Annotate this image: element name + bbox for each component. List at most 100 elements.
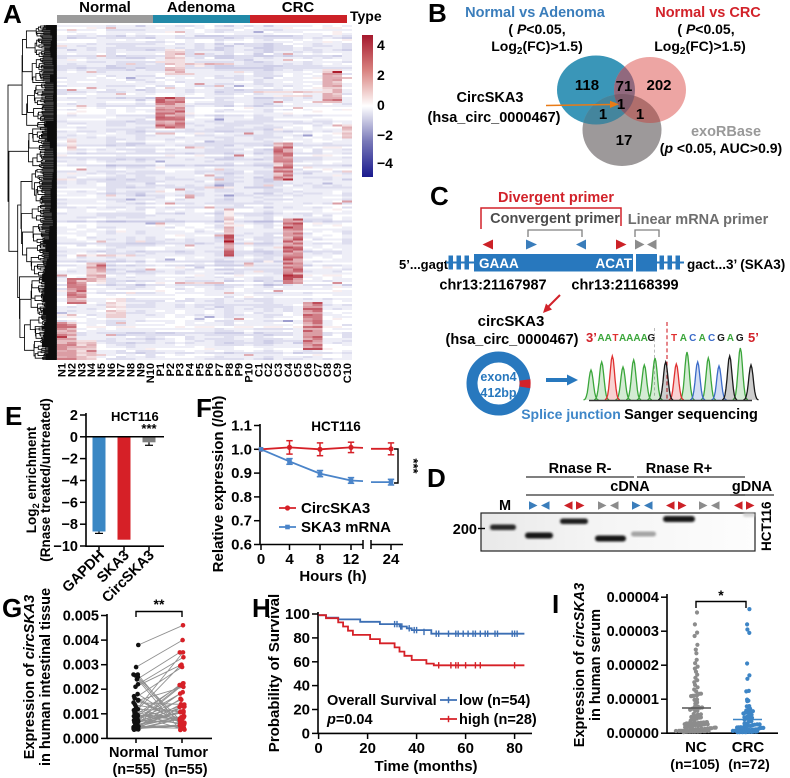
svg-text:−4: −4 xyxy=(61,474,78,490)
svg-text:80: 80 xyxy=(506,740,523,757)
svg-text:4: 4 xyxy=(377,37,385,53)
svg-text:CRC: CRC xyxy=(282,0,315,16)
svg-text:P6: P6 xyxy=(204,363,216,376)
svg-text:A: A xyxy=(597,333,604,344)
svg-text:(n=55): (n=55) xyxy=(164,762,207,778)
svg-text:cDNA: cDNA xyxy=(610,479,650,495)
svg-text:C10: C10 xyxy=(342,363,354,383)
svg-text:−8: −8 xyxy=(61,517,78,533)
svg-text:CRC: CRC xyxy=(732,739,765,756)
svg-text:1.0: 1.0 xyxy=(231,441,252,458)
svg-text:in human serum: in human serum xyxy=(588,609,604,721)
svg-text:C: C xyxy=(430,181,449,211)
svg-text:C9: C9 xyxy=(332,363,344,377)
svg-text:202: 202 xyxy=(646,77,671,94)
svg-text:0: 0 xyxy=(257,551,265,568)
svg-text:17: 17 xyxy=(616,132,633,149)
svg-text:chr13:21167987: chr13:21167987 xyxy=(439,278,546,294)
svg-text:T: T xyxy=(671,333,677,344)
svg-text:1: 1 xyxy=(617,96,625,113)
svg-text:HCT116: HCT116 xyxy=(311,419,361,434)
svg-text:Rnase R-: Rnase R- xyxy=(549,461,612,477)
svg-text:80: 80 xyxy=(293,630,310,647)
svg-text:60: 60 xyxy=(293,654,310,671)
svg-text:0.001: 0.001 xyxy=(63,707,99,723)
svg-text:1: 1 xyxy=(599,106,607,123)
svg-text:gDNA: gDNA xyxy=(732,479,773,495)
svg-text:200: 200 xyxy=(453,522,477,538)
svg-text:−2: −2 xyxy=(377,127,393,143)
svg-text:0.00002: 0.00002 xyxy=(607,658,659,674)
svg-text:N3: N3 xyxy=(76,363,88,377)
svg-text:C6: C6 xyxy=(303,363,315,377)
svg-text:***: *** xyxy=(406,458,421,474)
svg-text:SKA3 mRNA: SKA3 mRNA xyxy=(301,519,391,536)
svg-text:(h): (h) xyxy=(347,568,366,585)
svg-text:24: 24 xyxy=(383,551,400,568)
svg-text:0.004: 0.004 xyxy=(63,633,99,649)
svg-text:0.002: 0.002 xyxy=(63,682,99,698)
svg-text:A: A xyxy=(626,333,633,344)
svg-text:P7: P7 xyxy=(214,363,226,376)
svg-text:P10: P10 xyxy=(244,363,256,383)
svg-text:A: A xyxy=(633,333,640,344)
svg-text:(n=105): (n=105) xyxy=(670,756,719,772)
svg-text:P1: P1 xyxy=(155,363,167,376)
svg-text:Time (months): Time (months) xyxy=(374,758,477,775)
svg-text:0.6: 0.6 xyxy=(231,537,252,554)
svg-text:40: 40 xyxy=(408,740,425,757)
svg-text:118: 118 xyxy=(575,77,599,94)
svg-text:Expression of circSKA3: Expression of circSKA3 xyxy=(572,583,588,747)
svg-text:Normal vs Adenoma: Normal vs Adenoma xyxy=(465,5,606,21)
svg-text:4: 4 xyxy=(285,551,294,568)
svg-text:−6: −6 xyxy=(61,495,78,511)
svg-text:I: I xyxy=(552,589,559,619)
svg-text:5’...gagt: 5’...gagt xyxy=(399,257,449,272)
svg-text:20: 20 xyxy=(293,702,310,719)
svg-text:0.003: 0.003 xyxy=(63,658,99,674)
svg-text:0: 0 xyxy=(70,430,78,446)
svg-text:Divergent primer: Divergent primer xyxy=(498,190,614,206)
svg-text:Relative expression (/0h): Relative expression (/0h) xyxy=(210,396,227,573)
svg-text:C3: C3 xyxy=(273,363,285,377)
svg-text:E: E xyxy=(5,401,22,431)
svg-text:2: 2 xyxy=(377,67,385,83)
svg-text:(n=55): (n=55) xyxy=(112,762,155,778)
svg-text:P2: P2 xyxy=(165,363,177,376)
svg-text:Rnase R+: Rnase R+ xyxy=(646,461,713,477)
svg-text:circSKA3: circSKA3 xyxy=(478,313,545,330)
svg-text:C8: C8 xyxy=(322,363,334,377)
svg-text:F: F xyxy=(196,393,212,423)
svg-text:N9: N9 xyxy=(135,363,147,377)
svg-text:N8: N8 xyxy=(126,363,138,377)
svg-text:high (n=28): high (n=28) xyxy=(459,712,537,728)
svg-text:Sanger sequencing: Sanger sequencing xyxy=(624,407,758,423)
svg-text:N1: N1 xyxy=(57,363,69,377)
svg-text:(Rnase treated/untreated): (Rnase treated/untreated) xyxy=(38,398,53,562)
svg-text:low (n=54): low (n=54) xyxy=(459,693,530,709)
svg-text:( P<0.05,: ( P<0.05, xyxy=(508,21,565,37)
svg-text:(hsa_circ_0000467): (hsa_circ_0000467) xyxy=(427,110,560,126)
svg-text:60: 60 xyxy=(457,740,474,757)
svg-text:C2: C2 xyxy=(263,363,275,377)
svg-text:C: C xyxy=(708,333,715,344)
svg-text:A: A xyxy=(699,333,706,344)
svg-text:N7: N7 xyxy=(116,363,128,377)
svg-text:0.7: 0.7 xyxy=(231,513,252,530)
svg-text:100: 100 xyxy=(285,606,310,623)
svg-text:(hsa_circ_0000467): (hsa_circ_0000467) xyxy=(445,332,578,348)
svg-text:(n=72): (n=72) xyxy=(728,756,770,772)
svg-text:exon4: exon4 xyxy=(480,370,516,384)
svg-text:p=0.04: p=0.04 xyxy=(326,712,373,728)
svg-text:D: D xyxy=(427,463,446,493)
svg-text:P8: P8 xyxy=(224,363,236,376)
svg-text:0.8: 0.8 xyxy=(231,489,252,506)
svg-text:CircSKA3: CircSKA3 xyxy=(457,90,524,106)
svg-text:in human intestinal tissue: in human intestinal tissue xyxy=(38,588,54,766)
svg-text:HCT116: HCT116 xyxy=(111,409,159,424)
svg-text:71: 71 xyxy=(616,78,633,95)
svg-text:M: M xyxy=(499,498,511,514)
svg-text:P9: P9 xyxy=(234,363,246,376)
svg-text:G: G xyxy=(717,333,725,344)
svg-text:exoRBase: exoRBase xyxy=(691,124,761,140)
